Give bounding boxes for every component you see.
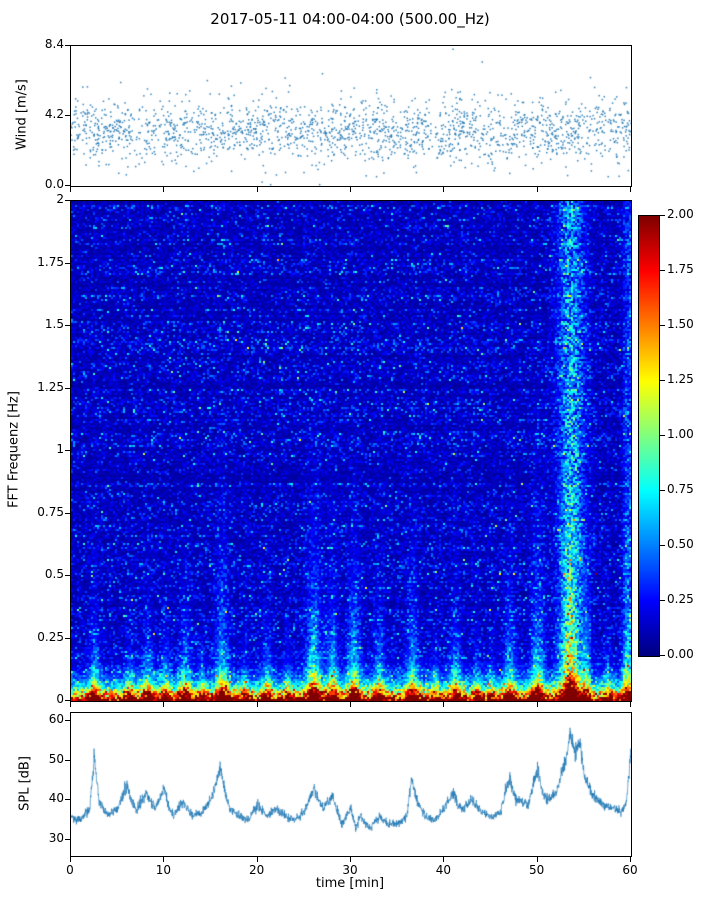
colorbar-tick-label: 0.00 [667,647,694,661]
colorbar-tick-mark [660,270,665,271]
colorbar-tick-label: 0.50 [667,537,694,551]
wind-scatter-canvas [71,46,631,186]
spectrogram-ytick-label: 0.25 [37,629,64,644]
colorbar-tick-mark [660,435,665,436]
spl-xtick-mark [163,857,164,862]
spectrogram-ytick-label: 1 [56,442,64,456]
spl-xtick-mark [630,857,631,862]
spectrogram-xtick-mark [537,702,538,707]
colorbar-tick-label: 0.75 [667,482,694,496]
wind-ytick-mark [65,45,70,46]
chart-title: 2017-05-11 04:00-04:00 (500.00_Hz) [210,10,490,28]
spl-ytick-mark [65,760,70,761]
spectrogram-ytick-mark [65,513,70,514]
wind-ytick-label: 0.0 [44,177,64,191]
spectrogram-xtick-mark [70,702,71,707]
colorbar-tick-label: 1.00 [667,427,694,441]
spectrogram-ytick-label: 1.75 [37,254,64,269]
x-tick-label: 60 [622,863,638,877]
spectrogram-ytick-mark [65,700,70,701]
spectrogram-xtick-mark [630,702,631,707]
spl-ytick-label: 30 [48,831,64,846]
x-tick-label: 20 [249,863,265,877]
colorbar-tick-label: 1.75 [667,262,694,276]
spl-ytick-mark [65,720,70,721]
spectrogram-ytick-mark [65,638,70,639]
spectrogram-ytick-mark [65,263,70,264]
spectrogram-ytick-label: 1.25 [37,379,64,394]
colorbar-tick-label: 1.25 [667,372,694,386]
spl-ytick-mark [65,839,70,840]
colorbar-tick-label: 1.50 [667,317,694,331]
spectrogram-canvas [71,201,631,701]
spectrogram-ytick-label: 0 [56,692,64,706]
x-tick-label: 10 [155,863,171,877]
wind-y-axis-label: Wind [m/s] [14,79,30,150]
colorbar-tick-mark [660,655,665,656]
spl-ytick-label: 50 [48,751,64,766]
spl-line-canvas [71,713,631,856]
colorbar-tick-mark [660,380,665,381]
x-tick-label: 50 [529,863,545,877]
wind-xtick-mark [163,187,164,192]
spl-y-axis-label: SPL [dB] [17,756,33,811]
spectrogram-panel [70,200,632,702]
x-axis-label: time [min] [315,876,385,891]
spl-ytick-mark [65,799,70,800]
wind-xtick-mark [443,187,444,192]
colorbar-tick-mark [660,545,665,546]
spl-xtick-mark [443,857,444,862]
x-tick-label: 40 [435,863,451,877]
wind-ytick-label: 4.2 [44,107,64,121]
x-tick-label: 30 [342,863,358,877]
spectrogram-xtick-mark [257,702,258,707]
spl-ytick-label: 60 [48,711,64,726]
wind-xtick-mark [350,187,351,192]
x-tick-label: 0 [66,863,74,877]
spectrogram-ytick-mark [65,575,70,576]
spl-ytick-label: 40 [48,791,64,806]
colorbar-tick-mark [660,490,665,491]
wind-scatter-panel [70,45,632,187]
spl-xtick-mark [257,857,258,862]
spectrogram-ytick-mark [65,388,70,389]
spectrogram-xtick-mark [443,702,444,707]
wind-xtick-mark [257,187,258,192]
colorbar-canvas [639,216,659,656]
colorbar-tick-mark [660,600,665,601]
colorbar-tick-label: 0.25 [667,592,694,606]
spl-xtick-mark [350,857,351,862]
spectrogram-ytick-label: 0.75 [37,504,64,519]
spectrogram-xtick-mark [163,702,164,707]
spectrogram-ytick-label: 0.5 [44,567,64,581]
spectrogram-ytick-mark [65,325,70,326]
spectrogram-ytick-mark [65,200,70,201]
wind-ytick-label: 8.4 [44,37,64,51]
wind-ytick-mark [65,115,70,116]
spectrogram-ytick-label: 1.5 [44,317,64,331]
wind-xtick-mark [630,187,631,192]
colorbar-tick-mark [660,215,665,216]
spectrogram-ytick-label: 2 [56,192,64,206]
colorbar [638,215,660,657]
colorbar-tick-label: 2.00 [667,207,694,221]
wind-xtick-mark [70,187,71,192]
spectrogram-ytick-mark [65,450,70,451]
spl-xtick-mark [537,857,538,862]
spl-panel [70,712,632,857]
wind-xtick-mark [537,187,538,192]
spectrogram-xtick-mark [350,702,351,707]
spl-xtick-mark [70,857,71,862]
wind-ytick-mark [65,185,70,186]
colorbar-tick-mark [660,325,665,326]
